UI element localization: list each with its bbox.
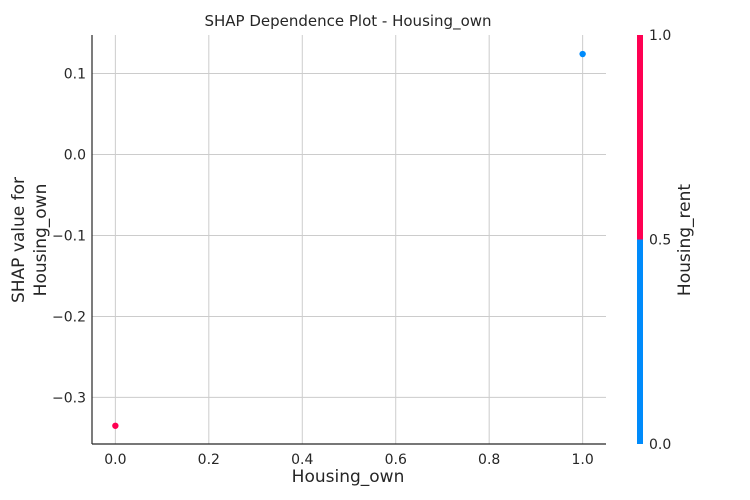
grid — [92, 35, 606, 444]
colorbar-label: Housing_rent — [675, 184, 695, 296]
y-tick-label-1: 0.0 — [64, 147, 86, 163]
x-tick-label-0: 0.0 — [104, 452, 126, 468]
x-tick-label-1: 0.2 — [198, 452, 220, 468]
colorbar-tick-label-1: 0.5 — [649, 233, 671, 249]
x-axis-label: Housing_own — [292, 467, 405, 487]
tick-labels: 0.0 0.2 0.4 0.6 0.8 1.0 0.1 0.0 −0.1 −0.2 −0.3 — [52, 66, 594, 468]
data-points — [112, 50, 586, 429]
x-tick-label-5: 1.0 — [572, 452, 594, 468]
x-tick-label-2: 0.4 — [291, 452, 313, 468]
colorbar-high-segment — [637, 35, 643, 240]
y-axis-label-line-1: SHAP value for — [9, 177, 29, 303]
axes — [91, 35, 606, 445]
colorbar-tick-label-2: 0.0 — [649, 437, 671, 453]
y-tick-label-3: −0.2 — [52, 309, 86, 325]
y-tick-label-0: 0.1 — [64, 66, 86, 82]
y-tick-label-4: −0.3 — [52, 390, 86, 406]
colorbar-low-segment — [637, 239, 643, 444]
x-tick-label-4: 0.8 — [478, 452, 500, 468]
data-point-1 — [579, 50, 586, 58]
x-tick-label-3: 0.6 — [385, 452, 407, 468]
y-tick-label-2: −0.1 — [52, 228, 86, 244]
chart-title: SHAP Dependence Plot - Housing_own — [204, 12, 491, 31]
y-axis-label-line-2: Housing_own — [31, 184, 51, 297]
data-point-0 — [112, 422, 119, 429]
colorbar-tick-label-0: 1.0 — [649, 28, 671, 44]
colorbar: 1.0 0.5 0.0 — [637, 28, 671, 453]
